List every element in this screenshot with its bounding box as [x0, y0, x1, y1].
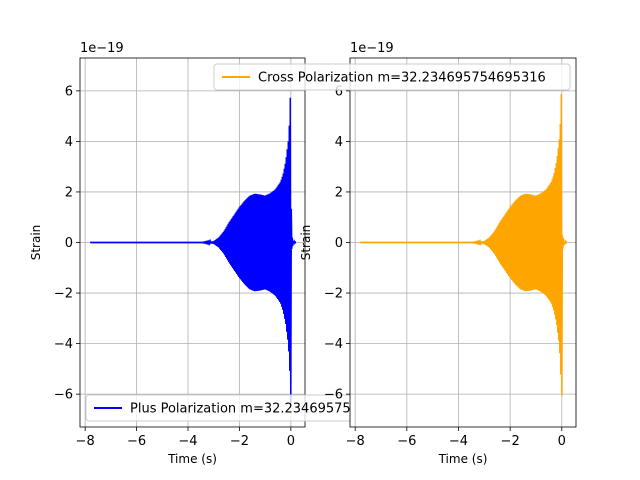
y-tick-label: 4: [335, 135, 343, 150]
y-tick-label: 6: [65, 84, 73, 99]
x-tick-label: −4: [178, 434, 197, 449]
x-tick-label: −4: [449, 434, 468, 449]
y-offset-label: 1e−19: [80, 41, 124, 56]
x-tick-label: −8: [76, 434, 95, 449]
y-tick-label: −2: [54, 287, 73, 302]
x-ticks: −8 −6 −4 −2 0: [76, 427, 295, 449]
x-tick-label: −2: [230, 434, 249, 449]
y-tick-label: −2: [324, 287, 343, 302]
y-tick-label: 0: [335, 236, 343, 251]
x-axis-label: Time (s): [438, 452, 488, 466]
y-tick-label: −6: [324, 388, 343, 403]
x-tick-label: −2: [501, 434, 520, 449]
y-ticks: −6 −4 −2 0 2 4 6: [324, 84, 350, 403]
y-tick-label: 6: [335, 84, 343, 99]
y-ticks: −6 −4 −2 0 2 4 6: [54, 84, 80, 403]
legend: Plus Polarization m=32.234695754695316: [85, 394, 409, 422]
y-tick-label: 0: [65, 236, 73, 251]
cross-polarization-axes: −8 −6 −4 −2 0 −6 −4 −2 0 2 4 6 1e−19 Time (s) Stra…: [299, 41, 577, 466]
x-tick-label: −6: [127, 434, 146, 449]
x-axis-label: Time (s): [167, 452, 217, 466]
plot-area: [360, 94, 568, 396]
y-tick-label: −4: [324, 337, 343, 352]
legend: Cross Polarization m=32.234695754695316: [213, 63, 571, 91]
y-axis-label: Strain: [299, 225, 313, 261]
legend-label-cross: Cross Polarization m=32.234695754695316: [258, 71, 546, 86]
plot-area: [90, 97, 297, 405]
y-tick-label: −4: [54, 337, 73, 352]
x-tick-label: −6: [397, 434, 416, 449]
y-offset-label: 1e−19: [350, 41, 394, 56]
legend-label-plus: Plus Polarization m=32.234695754695316: [130, 402, 409, 417]
y-tick-label: 4: [65, 135, 73, 150]
y-tick-label: 2: [65, 185, 73, 200]
x-tick-label: 0: [287, 434, 295, 449]
x-ticks: −8 −6 −4 −2 0: [346, 427, 566, 449]
legend-box: [213, 63, 571, 91]
y-tick-label: −6: [54, 388, 73, 403]
plus-polarization-axes: −8 −6 −4 −2 0 −6 −4 −2 0 2 4 6 1e−19 Time (s) Stra…: [29, 41, 409, 466]
x-tick-label: −8: [346, 434, 365, 449]
y-tick-label: 2: [335, 185, 343, 200]
x-tick-label: 0: [558, 434, 566, 449]
y-axis-label: Strain: [29, 225, 43, 261]
